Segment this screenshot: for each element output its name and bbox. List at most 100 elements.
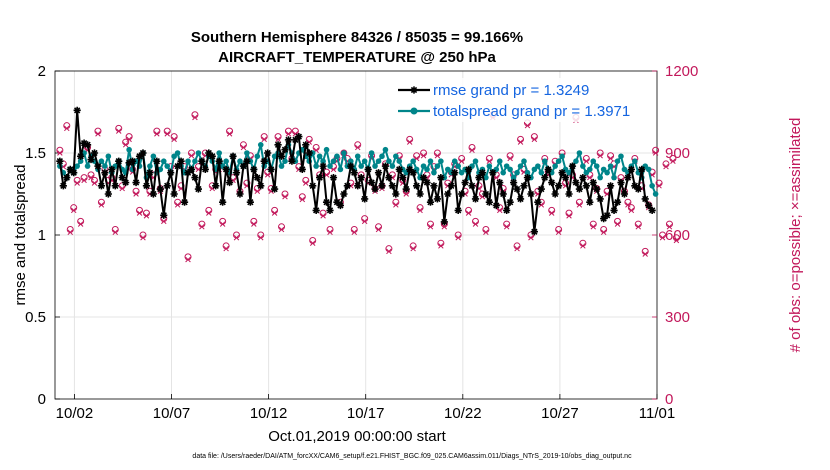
rmse-point-165 [627,165,635,173]
totalspread-point-102 [410,158,416,164]
rmse-point-155 [593,185,601,193]
rmse-point-51 [232,169,241,177]
left-tick-label-0: 0 [38,391,46,408]
obs-assimilated-point-41 [199,224,205,230]
totalspread-point-5 [74,163,80,169]
right-tick-label-1: 300 [665,309,690,326]
obs-assimilated-point-165 [628,207,635,214]
obs-assimilated-point-49 [226,131,233,137]
rmse-point-85 [350,169,358,177]
rmse-point-50 [229,152,237,160]
obs-assimilated-point-78 [327,229,333,236]
rmse-point-39 [191,174,199,182]
rmse-point-148 [568,162,577,170]
obs-assimilated-point-51 [233,234,240,241]
rmse-point-2 [63,174,71,182]
rmse-point-163 [620,190,629,198]
rmse-point-86 [354,182,362,190]
rmse-point-13 [101,169,109,177]
totalspread-point-153 [586,166,593,173]
obs-assimilated-point-12 [98,202,105,208]
totalspread-point-115 [455,163,461,169]
obs-assimilated-point-39 [192,114,198,121]
chart-title-line2: AIRCRAFT_TEMPERATURE @ 250 hPa [218,49,496,66]
totalspread-point-74 [313,163,319,169]
rmse-point-91 [371,185,379,193]
obs-assimilated-point-70 [299,196,306,203]
rmse-point-127 [496,178,504,187]
obs-assimilated-point-30 [161,218,167,225]
obs-assimilated-point-11 [95,131,101,137]
rmse-point-116 [458,190,466,198]
obs-assimilated-point-150 [576,202,583,208]
totalspread-point-139 [538,169,545,176]
totalspread-point-92 [375,158,382,164]
obs-assimilated-point-9 [88,174,94,181]
legend: rmse grand pr = 1.3249 totalspread grand… [393,78,635,122]
obs-assimilated-point-116 [458,158,465,164]
obs-assimilated-point-154 [590,224,597,230]
obs-assimilated-point-18 [119,185,125,192]
rmse-point-35 [177,157,185,165]
rmse-point-115 [454,206,462,214]
rmse-point-75 [316,174,324,182]
totalspread-point-54 [244,150,250,156]
rmse-point-44 [208,152,216,160]
rmse-point-133 [516,195,525,203]
rmse-point-87 [357,174,365,182]
rmse-point-67 [288,157,296,165]
obs-assimilated-point-28 [154,131,160,137]
rmse-point-84 [347,162,355,170]
obs-assimilated-point-159 [607,155,614,162]
obs-assimilated-point-43 [206,210,212,216]
rmse-point-6 [77,152,85,160]
obs-assimilated-point-0 [57,150,63,156]
totalspread-point-31 [164,163,171,169]
rmse-point-66 [284,136,293,144]
totalspread-point-93 [379,153,385,160]
rmse-point-32 [167,169,175,177]
legend-rmse-label: rmse grand pr = 1.3249 [433,82,589,99]
rmse-point-77 [322,198,331,206]
rmse-point-70 [298,165,306,173]
rmse-point-158 [603,211,611,219]
x-tick-label-3: 10/17 [347,405,385,422]
totalspread-point-40 [195,150,202,156]
y-axis-label-left: rmse and totalspread [12,165,29,306]
obs-assimilated-point-115 [455,234,461,241]
totalspread-point-170 [645,166,652,173]
rmse-point-126 [492,201,500,210]
obs-assimilated-point-111 [441,224,448,230]
totalspread-point-124 [486,163,493,169]
rmse-point-23 [135,152,144,160]
rmse-point-98 [395,165,403,173]
totalspread-point-27 [150,153,157,160]
obs-assimilated-point-92 [375,226,382,233]
obs-assimilated-point-172 [652,150,659,156]
legend-spread-marker [410,107,418,115]
obs-assimilated-point-3 [67,229,73,236]
rmse-point-160 [610,206,618,214]
totalspread-point-106 [424,166,430,173]
rmse-point-31 [163,182,171,190]
obs-assimilated-point-101 [406,139,413,145]
obs-assimilated-point-38 [188,152,195,159]
rmse-point-42 [201,165,209,173]
totalspread-point-171 [649,183,655,189]
totalspread-point-64 [278,163,285,169]
rmse-point-53 [239,162,248,170]
rmse-point-154 [589,178,597,187]
totalspread-point-39 [192,158,198,164]
obs-assimilated-point-4 [70,207,77,214]
left-tick-label-4: 2 [38,63,46,80]
totalspread-point-96 [389,163,396,169]
rmse-point-119 [468,182,476,190]
left-axis: 0 0.5 1 1.5 2 [25,63,60,408]
rmse-point-88 [361,195,369,203]
obs-assimilated-point-34 [174,202,181,208]
right-tick-label-3: 900 [665,145,690,162]
obs-assimilated-point-105 [420,152,427,159]
rmse-point-141 [544,165,552,173]
obs-assimilated-point-119 [469,147,475,154]
totalspread-point-128 [500,169,507,176]
